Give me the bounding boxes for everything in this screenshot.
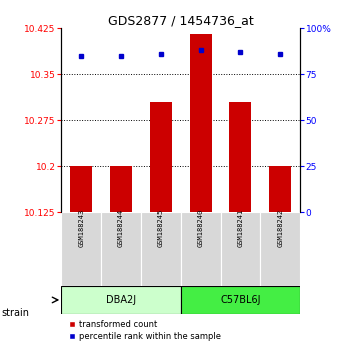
Bar xyxy=(181,212,221,286)
Text: GSM188245: GSM188245 xyxy=(158,209,164,247)
Bar xyxy=(61,286,181,314)
Bar xyxy=(260,212,300,286)
Text: GSM188244: GSM188244 xyxy=(118,209,124,247)
Title: GDS2877 / 1454736_at: GDS2877 / 1454736_at xyxy=(108,14,254,27)
Bar xyxy=(269,166,291,212)
Text: GSM188241: GSM188241 xyxy=(237,209,243,247)
Text: DBA2J: DBA2J xyxy=(106,295,136,305)
Bar xyxy=(190,34,211,212)
Text: strain: strain xyxy=(2,308,30,318)
Bar xyxy=(110,166,132,212)
Bar xyxy=(70,166,92,212)
Text: C57BL6J: C57BL6J xyxy=(220,295,261,305)
Legend: transformed count, percentile rank within the sample: transformed count, percentile rank withi… xyxy=(65,317,224,344)
Bar xyxy=(61,212,101,286)
Bar xyxy=(229,102,251,212)
Bar xyxy=(181,286,300,314)
Bar xyxy=(101,212,141,286)
Bar xyxy=(141,212,181,286)
Text: GSM188242: GSM188242 xyxy=(277,209,283,247)
Bar xyxy=(150,102,172,212)
Text: GSM188243: GSM188243 xyxy=(78,209,84,247)
Bar xyxy=(221,212,260,286)
Text: GSM188240: GSM188240 xyxy=(198,209,204,247)
